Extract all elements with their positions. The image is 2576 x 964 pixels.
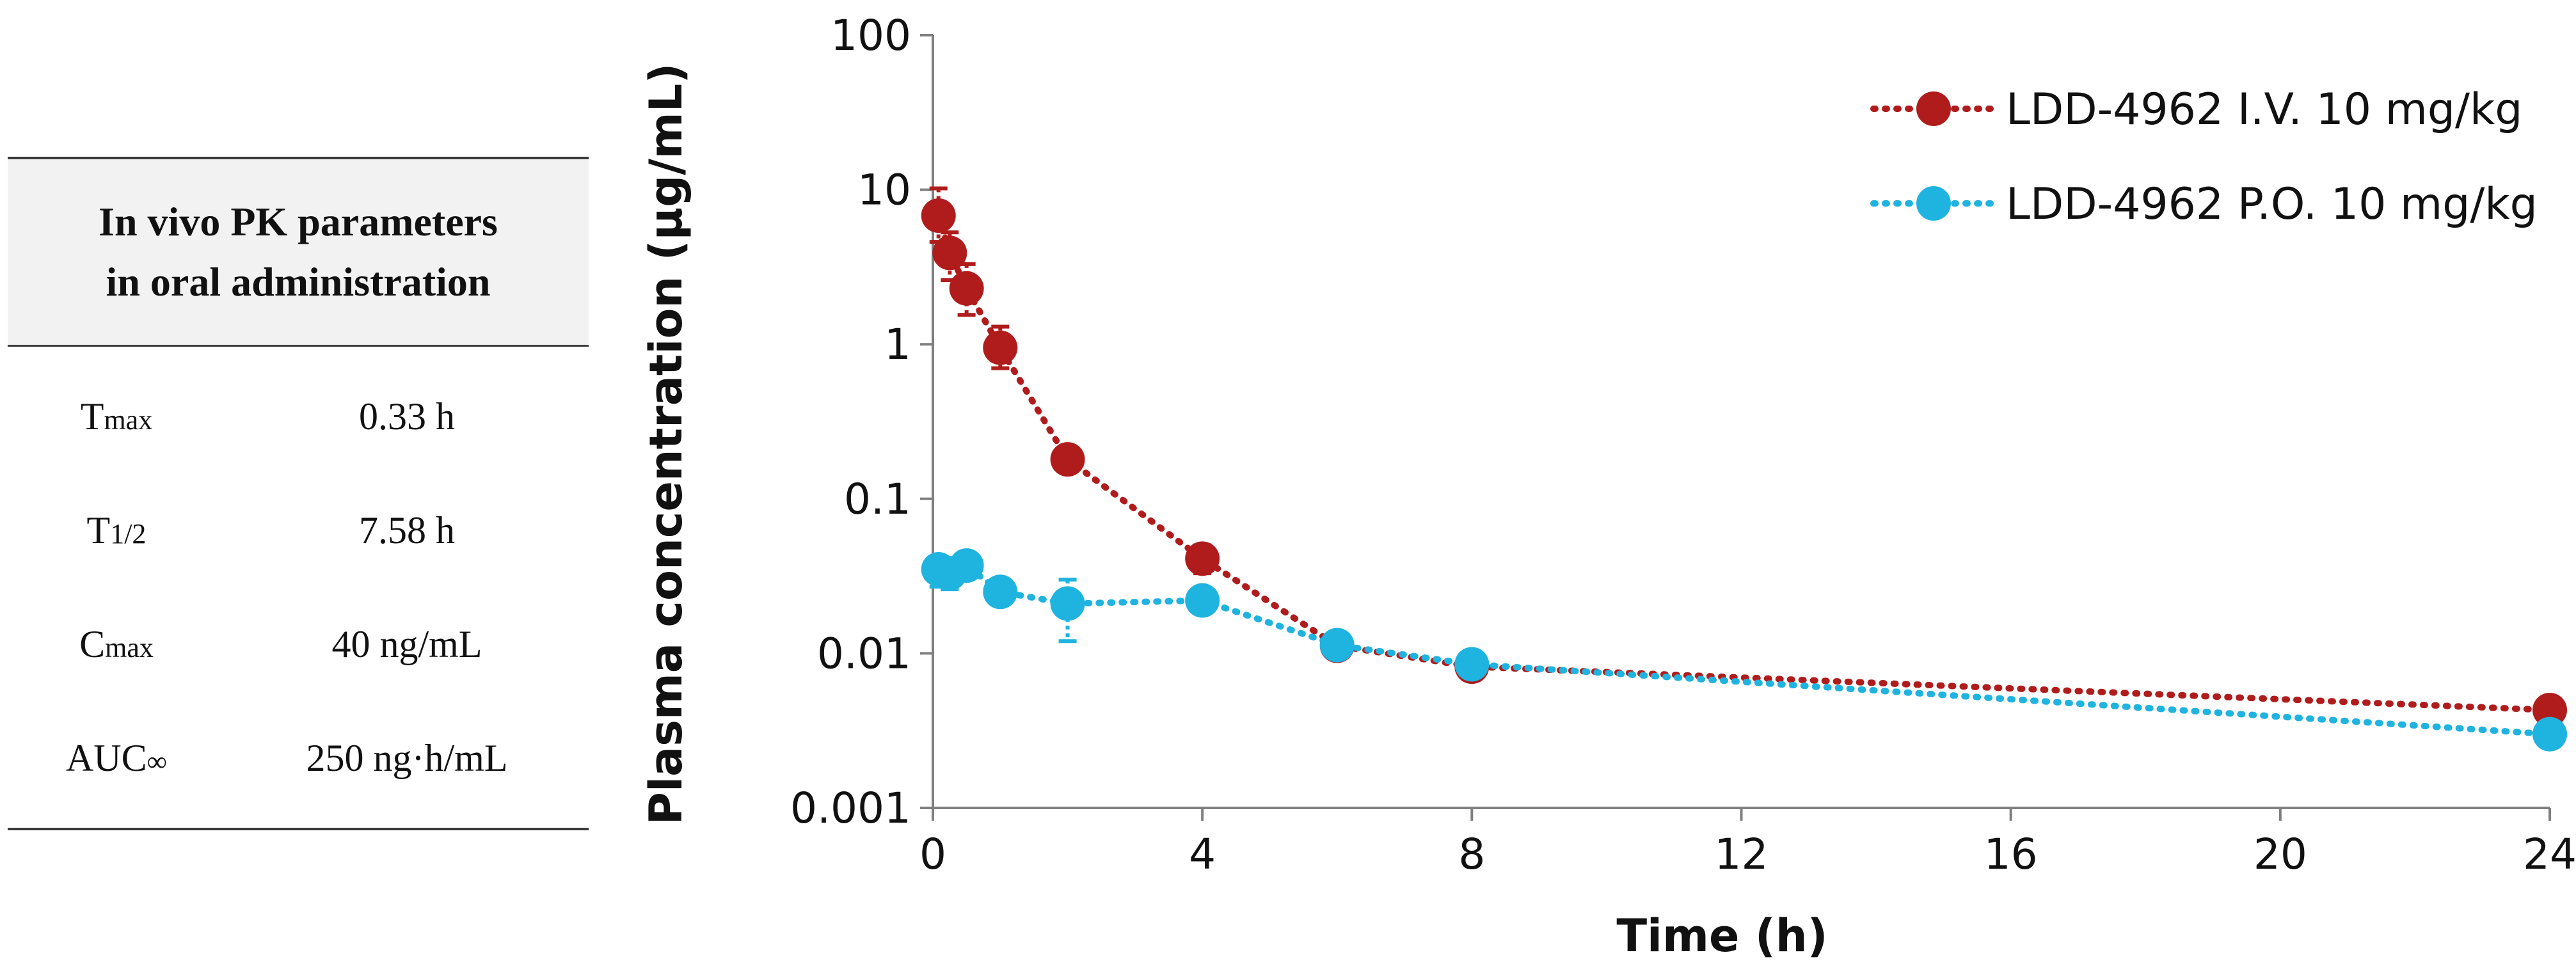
- x-tick-label: 24: [2523, 830, 2576, 879]
- param-value: 40 ng/mL: [331, 622, 482, 665]
- chart-legend: LDD-4962 I.V. 10 mg/kg LDD-4962 P.O. 10 m…: [1870, 84, 2538, 230]
- x-axis-title: Time (h): [1616, 910, 1827, 962]
- legend-marker: [1916, 186, 1951, 221]
- param-symbol: AUC: [65, 736, 147, 779]
- legend-item: LDD-4962 I.V. 10 mg/kg: [1870, 84, 2522, 135]
- chart-series: [921, 186, 2567, 752]
- y-tick-label: 10: [857, 166, 911, 215]
- y-tick-label: 0.1: [844, 475, 911, 524]
- table-row-thalf: T1/2 7.58 h: [8, 473, 589, 587]
- y-tick-label: 0.01: [817, 629, 911, 678]
- pk-parameters-table: In vivo PK parameters in oral administra…: [8, 157, 589, 830]
- param-name: Tmax: [8, 395, 225, 439]
- param-subscript: max: [104, 404, 153, 436]
- legend-marker: [1916, 91, 1951, 126]
- param-symbol: T: [86, 509, 111, 551]
- table-row-auc: AUC∞ 250 ng·h/mL: [8, 701, 589, 815]
- x-tick-label: 12: [1715, 830, 1769, 879]
- data-point: [2532, 692, 2567, 727]
- table-top-rule: [8, 157, 589, 159]
- param-name: AUC∞: [8, 736, 225, 780]
- data-point: [949, 548, 984, 583]
- table-row-tmax: Tmax 0.33 h: [8, 360, 589, 473]
- data-point: [983, 574, 1018, 610]
- table-header-rule: [8, 345, 589, 347]
- param-symbol: C: [79, 622, 106, 665]
- table-header-line-1: In vivo PK parameters: [99, 199, 498, 244]
- data-point: [1050, 586, 1085, 621]
- table-bottom-rule: [8, 828, 589, 830]
- param-value: 0.33 h: [359, 395, 455, 438]
- param-name: T1/2: [8, 509, 225, 553]
- data-point: [921, 198, 956, 233]
- chart-axes: 0.001 0.01 0.1 1 10 100 0 4 8 12 16 20 24: [790, 11, 2576, 879]
- data-point: [932, 235, 967, 271]
- data-point: [1454, 647, 1490, 682]
- series-line: [935, 562, 2553, 738]
- legend-item: LDD-4962 P.O. 10 mg/kg: [1870, 179, 2538, 230]
- series-line: [935, 212, 2553, 713]
- data-point: [983, 330, 1018, 365]
- param-subscript: ∞: [147, 745, 168, 777]
- data-point: [949, 271, 984, 306]
- legend-label: LDD-4962 I.V. 10 mg/kg: [2006, 84, 2522, 135]
- table-row-cmax: Cmax 40 ng/mL: [8, 587, 589, 701]
- x-tick-label: 16: [1984, 830, 2038, 879]
- param-value: 250 ng·h/mL: [306, 736, 508, 779]
- data-point: [1319, 628, 1355, 663]
- y-axis-title: Plasma concentration (μg/mL): [640, 63, 692, 825]
- table-header: In vivo PK parameters in oral administra…: [8, 159, 589, 345]
- table-header-line-2: in oral administration: [106, 259, 491, 304]
- data-point: [1185, 541, 1220, 576]
- x-tick-label: 20: [2254, 830, 2307, 879]
- data-point: [2532, 716, 2567, 752]
- param-subscript: 1/2: [110, 518, 147, 549]
- x-tick-label: 8: [1458, 830, 1485, 879]
- param-name: Cmax: [8, 622, 225, 667]
- data-point: [1050, 442, 1085, 477]
- legend-label: LDD-4962 P.O. 10 mg/kg: [2006, 179, 2538, 230]
- x-tick-label: 4: [1189, 830, 1216, 879]
- param-subscript: max: [105, 631, 154, 663]
- data-point: [1185, 583, 1220, 618]
- series-iv: [921, 186, 2567, 727]
- y-tick-label: 1: [884, 320, 911, 369]
- param-value: 7.58 h: [359, 509, 455, 551]
- x-tick-label: 0: [919, 830, 946, 879]
- y-tick-label: 100: [831, 11, 911, 60]
- series-po: [921, 548, 2567, 752]
- y-tick-label: 0.001: [790, 784, 911, 833]
- param-symbol: T: [80, 395, 104, 438]
